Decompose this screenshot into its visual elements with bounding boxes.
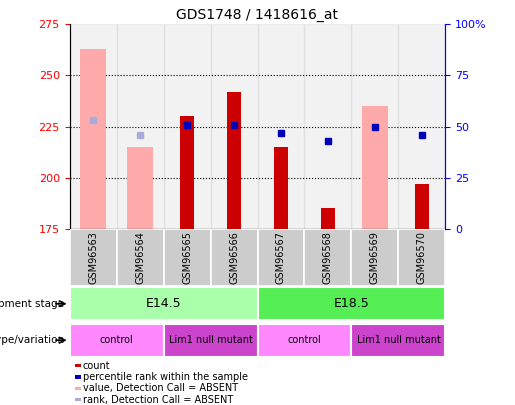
Bar [321, 208, 335, 229]
Text: Lim1 null mutant: Lim1 null mutant [168, 335, 252, 345]
Text: genotype/variation: genotype/variation [0, 335, 64, 345]
Text: value, Detection Call = ABSENT: value, Detection Call = ABSENT [83, 384, 238, 393]
Bar [362, 106, 388, 229]
Bar [352, 24, 399, 229]
Text: development stage: development stage [0, 299, 64, 309]
Text: GSM96567: GSM96567 [276, 231, 286, 284]
Text: GSM96568: GSM96568 [323, 231, 333, 284]
Bar [70, 288, 258, 320]
Text: GSM96566: GSM96566 [229, 231, 239, 284]
Bar [352, 229, 399, 286]
Text: GSM96569: GSM96569 [370, 231, 380, 284]
Bar [180, 116, 194, 229]
Text: GSM96564: GSM96564 [135, 231, 145, 284]
Bar [70, 24, 116, 229]
Bar [80, 49, 106, 229]
Bar [399, 24, 445, 229]
Bar [211, 24, 258, 229]
Bar [304, 24, 352, 229]
Bar [304, 229, 352, 286]
Bar [127, 147, 153, 229]
Bar [164, 229, 211, 286]
Title: GDS1748 / 1418616_at: GDS1748 / 1418616_at [177, 8, 338, 22]
Text: E18.5: E18.5 [334, 297, 369, 310]
Bar [116, 229, 164, 286]
Text: Lim1 null mutant: Lim1 null mutant [356, 335, 440, 345]
Text: GSM96570: GSM96570 [417, 231, 427, 284]
Bar [258, 324, 352, 357]
Text: count: count [83, 361, 111, 371]
Bar [211, 229, 258, 286]
Bar [274, 147, 288, 229]
Bar [116, 24, 164, 229]
Bar [164, 324, 258, 357]
Bar [352, 324, 445, 357]
Bar [258, 229, 304, 286]
Text: control: control [287, 335, 321, 345]
Text: E14.5: E14.5 [146, 297, 181, 310]
Bar [227, 92, 241, 229]
Text: GSM96563: GSM96563 [88, 231, 98, 284]
Bar [70, 229, 116, 286]
Bar [258, 24, 304, 229]
Text: control: control [99, 335, 133, 345]
Bar [399, 229, 445, 286]
Text: percentile rank within the sample: percentile rank within the sample [83, 372, 248, 382]
Text: GSM96565: GSM96565 [182, 231, 192, 284]
Bar [415, 184, 429, 229]
Bar [164, 24, 211, 229]
Bar [70, 324, 164, 357]
Bar [258, 288, 445, 320]
Text: rank, Detection Call = ABSENT: rank, Detection Call = ABSENT [83, 395, 233, 405]
